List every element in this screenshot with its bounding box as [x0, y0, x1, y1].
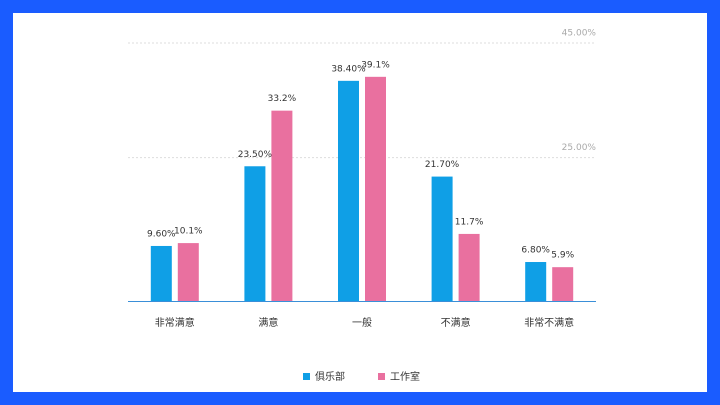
value-label: 33.2% — [268, 94, 297, 104]
x-tick-label: 满意 — [258, 316, 278, 329]
legend-label: 工作室 — [390, 370, 420, 383]
y-tick-label: 45.00% — [562, 29, 597, 39]
value-label: 6.80% — [521, 246, 550, 256]
legend-swatch — [378, 373, 385, 380]
bar — [244, 166, 266, 301]
value-label: 10.1% — [174, 227, 203, 237]
x-tick-label: 非常不满意 — [524, 316, 574, 329]
bar — [525, 262, 547, 301]
value-label: 9.60% — [147, 229, 176, 239]
x-tick-label: 不满意 — [441, 316, 471, 329]
panel — [13, 13, 707, 392]
bar — [365, 76, 386, 302]
bar — [431, 176, 453, 301]
bar — [552, 267, 574, 301]
value-label: 5.9% — [551, 251, 574, 261]
x-tick-label: 非常满意 — [155, 316, 195, 329]
value-label: 23.50% — [238, 150, 273, 160]
bar — [150, 245, 172, 301]
bar — [177, 243, 199, 301]
legend-label: 俱乐部 — [315, 370, 345, 383]
value-label: 38.40% — [331, 64, 366, 74]
legend-swatch — [303, 373, 310, 380]
x-tick-label: 一般 — [352, 316, 372, 329]
value-label: 21.70% — [425, 160, 460, 170]
bar — [338, 80, 359, 301]
bar — [271, 110, 293, 301]
y-tick-label: 25.00% — [562, 143, 597, 153]
value-label: 11.7% — [455, 217, 484, 227]
value-label: 39.1% — [361, 60, 390, 70]
bar — [458, 233, 480, 301]
